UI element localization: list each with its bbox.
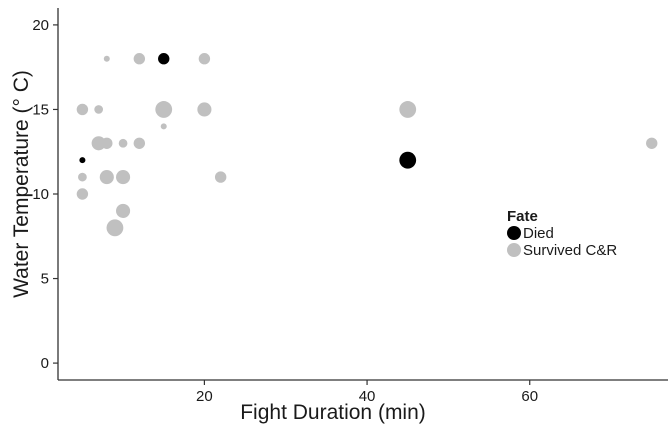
data-point [76, 103, 89, 116]
data-point [79, 157, 86, 164]
data-point [103, 55, 110, 62]
data-point [214, 171, 227, 183]
plot-area [76, 53, 658, 237]
y-axis-title: Water Temperature (° C) [10, 70, 33, 298]
data-point [133, 53, 146, 65]
y-tick-label: 10 [32, 186, 49, 203]
legend-label: Survived C&R [523, 242, 617, 259]
data-point [94, 105, 104, 114]
y-tick-label: 15 [32, 101, 49, 118]
y-axis-ticks: 0 5 10 15 20 [32, 17, 58, 372]
legend-title: Fate [507, 208, 538, 225]
data-point [133, 137, 146, 149]
data-point [399, 101, 417, 118]
data-point [101, 137, 113, 149]
x-axis-ticks: 20 40 60 [196, 380, 538, 405]
data-point [198, 53, 211, 65]
data-point [399, 151, 417, 169]
series-died [79, 53, 417, 169]
x-tick-label: 20 [196, 388, 213, 405]
data-point [78, 172, 87, 182]
data-point [155, 101, 173, 118]
legend-key [507, 243, 521, 257]
data-point [91, 136, 106, 151]
data-point [160, 123, 167, 130]
y-tick-label: 5 [41, 271, 49, 288]
y-tick-label: 20 [32, 17, 49, 34]
legend-key [507, 226, 521, 240]
series-survived-c-r [76, 53, 658, 237]
data-point [197, 102, 212, 117]
data-point [118, 138, 128, 148]
data-point [116, 203, 131, 218]
data-point [106, 219, 124, 237]
legend-label: Died [523, 225, 554, 242]
data-point [116, 170, 131, 185]
x-tick-label: 60 [521, 388, 538, 405]
data-point [76, 188, 89, 200]
x-tick-label: 40 [359, 388, 376, 405]
data-point [646, 137, 658, 149]
x-axis-title: Fight Duration (min) [240, 401, 426, 424]
y-tick-label: 0 [41, 355, 49, 372]
data-point [158, 53, 170, 65]
data-point [99, 170, 114, 185]
